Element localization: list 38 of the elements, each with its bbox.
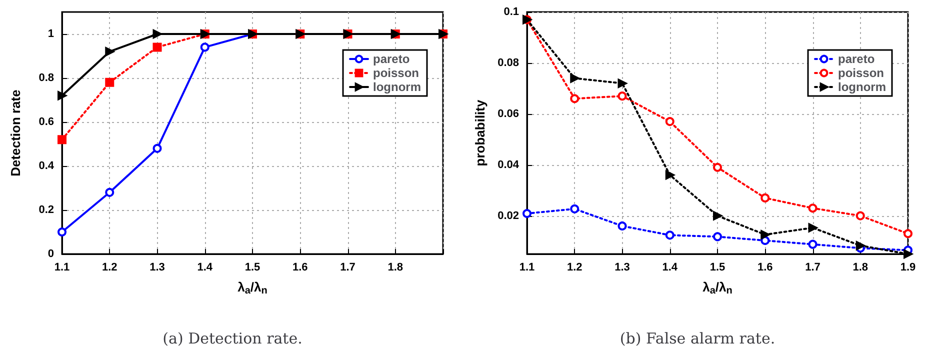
x-tick-label: 1.5 <box>710 262 726 274</box>
x-tick-label: 1.7 <box>805 262 820 274</box>
x-tick-label: 1.7 <box>340 262 356 274</box>
y-tick-label: 0.8 <box>38 72 54 84</box>
y-tick-label: 0.08 <box>498 56 519 69</box>
y-axis-title: Detection rate <box>8 90 23 176</box>
y-tick-label: 0.2 <box>38 204 54 216</box>
x-tick-label: 1.3 <box>150 262 165 274</box>
y-tick-label: 0.06 <box>498 108 519 120</box>
legend-label: lognorm <box>838 80 886 94</box>
y-tick-label: 0.02 <box>498 210 519 222</box>
legend-label: poisson <box>373 66 420 80</box>
x-tick-label: 1.4 <box>197 262 214 274</box>
x-tick-label: 1.6 <box>292 262 308 274</box>
x-tick-label: 1.4 <box>662 262 678 274</box>
y-tick-label: 0 <box>48 248 54 260</box>
x-tick-label: 1.6 <box>757 262 773 274</box>
legend-label: pareto <box>838 52 875 66</box>
y-tick-label: 0.1 <box>504 6 519 18</box>
x-tick-label: 1.9 <box>900 262 916 274</box>
x-tick-label: 1.8 <box>852 262 868 274</box>
y-axis-title: probability <box>472 99 488 166</box>
legend-label: lognorm <box>373 80 422 94</box>
x-tick-label: 1.2 <box>102 262 118 274</box>
x-tick-label: 1.5 <box>244 262 260 274</box>
x-tick-label: 1.8 <box>388 262 404 274</box>
y-tick-label: 1 <box>48 28 54 40</box>
legend-label: pareto <box>373 52 410 66</box>
legend-label: poisson <box>838 66 884 80</box>
y-tick-label: 0.04 <box>498 158 520 171</box>
y-tick-label: 0.6 <box>38 116 54 128</box>
x-tick-label: 1.3 <box>614 262 630 274</box>
x-tick-label: 1.1 <box>54 262 70 274</box>
text: (a) Detection rate. <box>162 330 302 348</box>
text: (b) False alarm rate. <box>620 330 776 348</box>
y-tick-label: 0.4 <box>38 160 55 172</box>
x-tick-label: 1.1 <box>519 262 535 274</box>
x-tick-label: 1.2 <box>566 262 582 274</box>
